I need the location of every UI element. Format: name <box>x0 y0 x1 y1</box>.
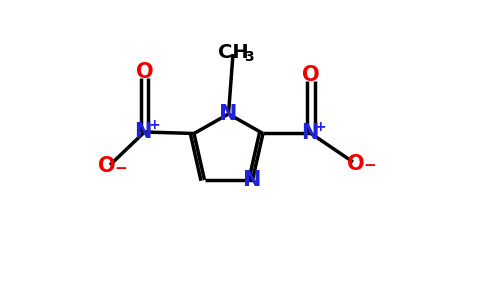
Text: N: N <box>243 170 262 190</box>
Text: O: O <box>136 62 153 82</box>
Text: +: + <box>315 120 326 134</box>
Text: CH: CH <box>218 43 248 62</box>
Text: 3: 3 <box>244 50 254 64</box>
Text: N: N <box>301 124 318 143</box>
Text: O: O <box>347 154 365 173</box>
Text: −: − <box>363 158 376 173</box>
Text: O: O <box>98 157 116 176</box>
Text: +: + <box>148 118 160 132</box>
Text: O: O <box>302 65 320 85</box>
Text: −: − <box>114 161 127 176</box>
Text: N: N <box>135 122 151 142</box>
Text: N: N <box>219 104 238 124</box>
